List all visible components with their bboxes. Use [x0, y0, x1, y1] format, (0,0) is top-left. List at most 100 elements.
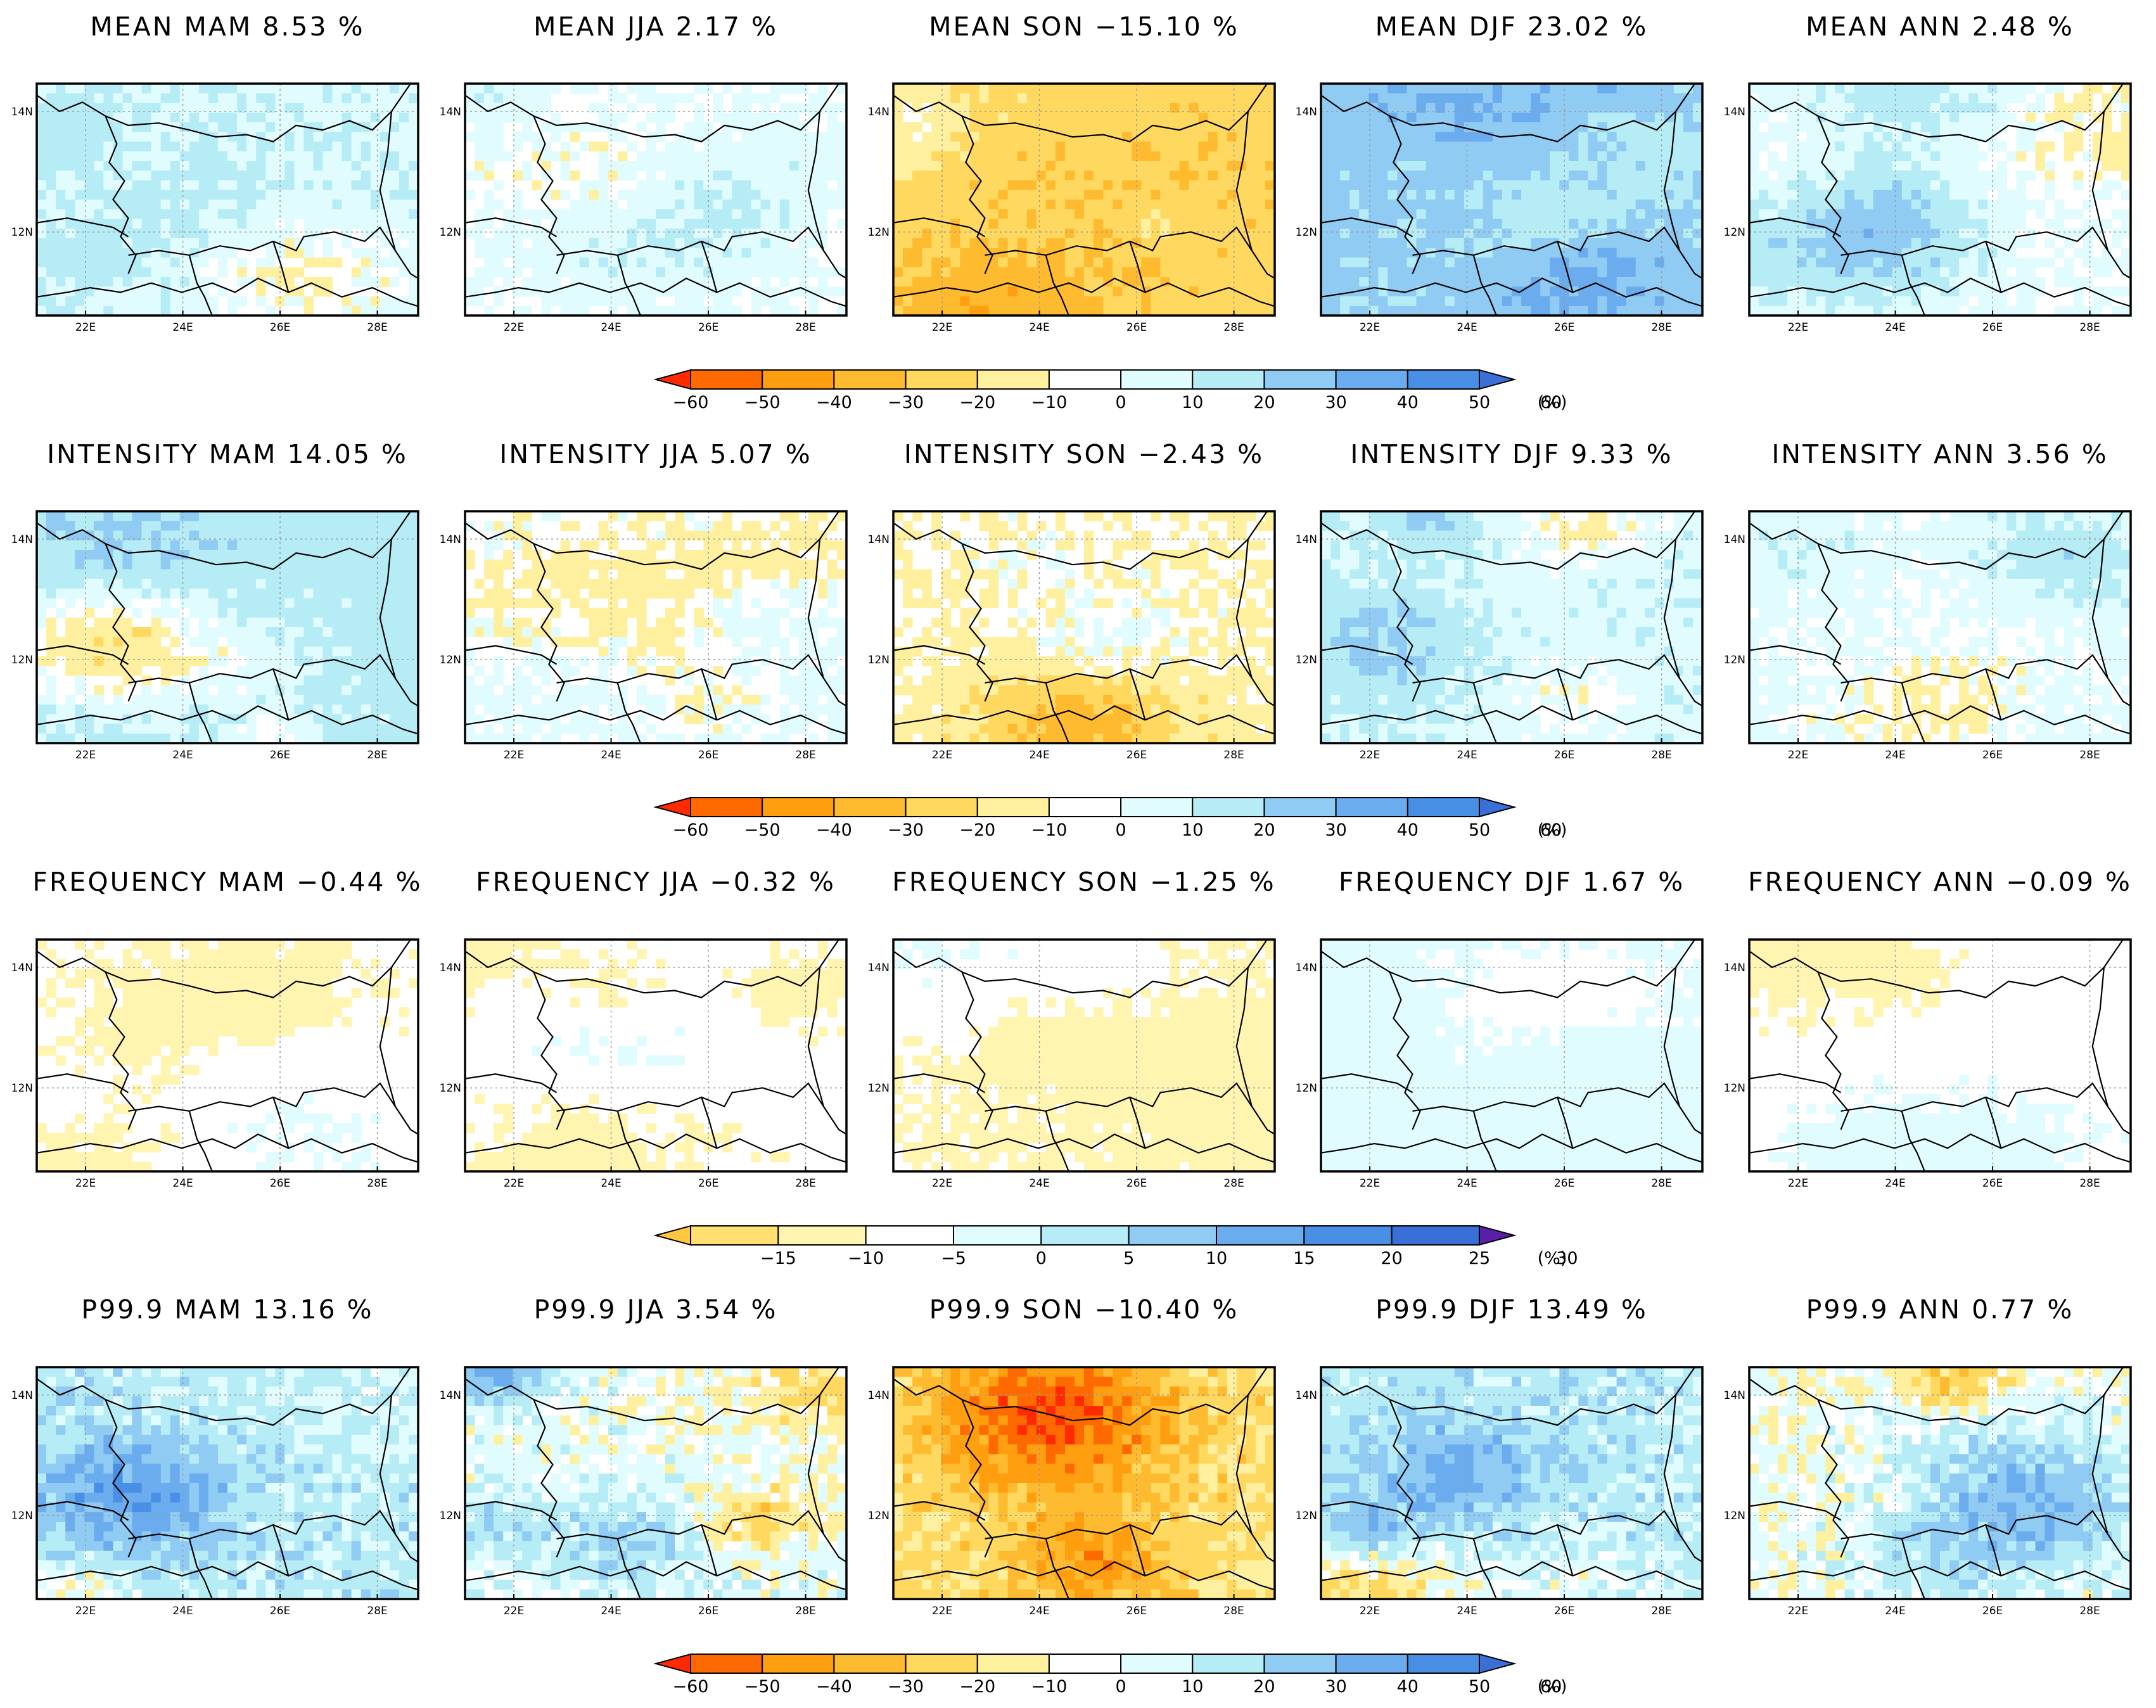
map-frame: [1748, 82, 2132, 317]
colorbar-unit-label: (%): [1538, 393, 1567, 412]
country-border: [616, 682, 641, 743]
lon-tick-label: 24E: [1457, 321, 1477, 334]
country-border: [1321, 217, 1413, 238]
colorbar-tick-label: −30: [888, 820, 924, 840]
country-border: [1412, 654, 1680, 684]
colorbar-tick-label: 10: [1206, 1249, 1227, 1268]
lat-tick-label: 14N: [1296, 962, 1317, 974]
country-border: [807, 967, 846, 1135]
country-border: [1321, 1073, 1413, 1093]
lat-tick-label: 14N: [440, 1389, 461, 1402]
lat-tick-label: 14N: [440, 533, 461, 546]
lon-tick-label: 24E: [1457, 1605, 1477, 1617]
map-panel: FREQUENCY SON −1.25 % 22E 24E 26E 28E 14N 12N: [868, 867, 1276, 1190]
colorbar-min-arrow: [653, 369, 691, 390]
country-border: [37, 645, 129, 665]
colorbar-bin: [976, 1654, 1050, 1674]
colorbar-tick-label: 0: [1115, 393, 1126, 412]
country-border: [1321, 940, 1695, 998]
colorbar-tick-label: 40: [1397, 820, 1419, 840]
lat-tick-label: 12N: [1296, 1082, 1317, 1095]
panel-title: P99.9 JJA 3.54 %: [534, 1294, 778, 1325]
colorbar-bin: [1216, 1225, 1305, 1246]
colorbar-bin: [905, 1654, 978, 1674]
lon-tick-label: 28E: [1651, 749, 1671, 762]
lon-tick-label: 28E: [2079, 1605, 2100, 1617]
lon-tick-label: 24E: [172, 1177, 193, 1190]
country-border: [961, 115, 993, 274]
colorbar-bin: [1263, 1654, 1337, 1674]
country-border: [465, 277, 846, 307]
panel-title: INTENSITY SON −2.43 %: [904, 439, 1264, 469]
panel-title: FREQUENCY JJA −0.32 %: [476, 867, 836, 897]
heatmap-field: [465, 1367, 846, 1599]
lat-tick-label: 12N: [440, 1510, 461, 1522]
country-border: [1321, 1133, 1702, 1163]
country-border: [1389, 115, 1421, 274]
country-border: [465, 940, 839, 998]
country-border: [1817, 543, 1849, 702]
lon-tick-label: 22E: [504, 1177, 524, 1190]
colorbar-min-arrow: [653, 1225, 691, 1246]
country-border: [379, 539, 418, 707]
map-panel: MEAN JJA 2.17 % 22E 24E 26E 28E 14N 12N: [440, 11, 848, 334]
country-border: [1840, 1082, 2108, 1112]
colorbar-min-arrow: [653, 1653, 691, 1674]
country-border: [272, 1524, 290, 1576]
lon-tick-label: 24E: [1885, 321, 1905, 334]
country-border: [465, 217, 558, 238]
colorbar-tick-label: −15: [760, 1249, 796, 1268]
lon-tick-label: 28E: [1651, 321, 1671, 334]
row-p999: P99.9 MAM 13.16 %22E 24E 26E 28E14N12NP99.9…: [11, 1294, 2132, 1617]
heatmap-field: [1321, 511, 1702, 743]
map-frame: [1748, 510, 2132, 744]
map-frame: [1320, 82, 1704, 317]
country-border: [37, 940, 411, 998]
colorbar-bin: [1192, 797, 1265, 817]
colorbar-tick-label: −30: [888, 1677, 924, 1697]
map-panel: P99.9 JJA 3.54 % 22E 24E 26E 28E 14N 12N: [440, 1294, 848, 1617]
map-panel: MEAN ANN 2.48 % 22E 24E 26E 28E 14N 12N: [1724, 11, 2132, 334]
heatmap-field: [1749, 511, 2131, 743]
lon-tick-label: 22E: [75, 749, 96, 762]
country-border: [128, 1082, 396, 1112]
colorbar-tick-label: −50: [744, 393, 781, 412]
colorbar-bin: [1303, 1225, 1393, 1246]
lon-tick-label: 26E: [698, 321, 718, 334]
lon-tick-label: 24E: [1885, 1605, 1905, 1617]
lon-tick-label: 28E: [1223, 749, 1244, 762]
country-border: [1235, 967, 1275, 1135]
lon-tick-label: 26E: [1554, 321, 1574, 334]
country-border: [893, 217, 986, 238]
country-border: [961, 971, 993, 1130]
heatmap-field: [37, 511, 418, 743]
lon-tick-label: 22E: [1360, 749, 1380, 762]
country-border: [1412, 226, 1680, 256]
colorbar-bin: [762, 797, 835, 817]
map-panel: INTENSITY DJF 9.33 % 22E 24E 26E 28E 14N 12N: [1296, 439, 1704, 762]
lon-tick-label: 22E: [1788, 321, 1808, 334]
lat-tick-label: 14N: [440, 962, 461, 974]
colorbar: −60 −50 −40 −30 −20 −10 0 10 20 30 40 50 60(%): [653, 369, 1567, 412]
map-panel: INTENSITY ANN 3.56 % 22E 24E 26E 28E 14N 12N: [1724, 439, 2132, 762]
country-border: [37, 1367, 411, 1426]
panel-title: INTENSITY DJF 9.33 %: [1350, 439, 1673, 469]
colorbar-bin: [905, 797, 978, 817]
heatmap-field: [37, 940, 418, 1171]
lon-tick-label: 28E: [1651, 1177, 1671, 1190]
map-frame: [892, 1366, 1276, 1600]
lat-tick-label: 14N: [1296, 533, 1317, 546]
country-border: [807, 1394, 846, 1563]
lon-tick-label: 24E: [1457, 1177, 1477, 1190]
country-border: [465, 1133, 846, 1163]
country-border: [1749, 1073, 1842, 1093]
colorbar-tick-label: 0: [1115, 820, 1126, 840]
map-panel: MEAN DJF 23.02 % 22E 24E 26E 28E 14N 12N: [1296, 11, 1704, 334]
lon-tick-label: 22E: [1360, 321, 1380, 334]
country-border: [105, 115, 137, 274]
colorbar-bin: [690, 369, 763, 390]
country-border: [893, 705, 1275, 735]
heatmap-field: [893, 84, 1275, 315]
lat-tick-label: 12N: [868, 654, 890, 666]
lat-tick-label: 14N: [1296, 106, 1317, 118]
